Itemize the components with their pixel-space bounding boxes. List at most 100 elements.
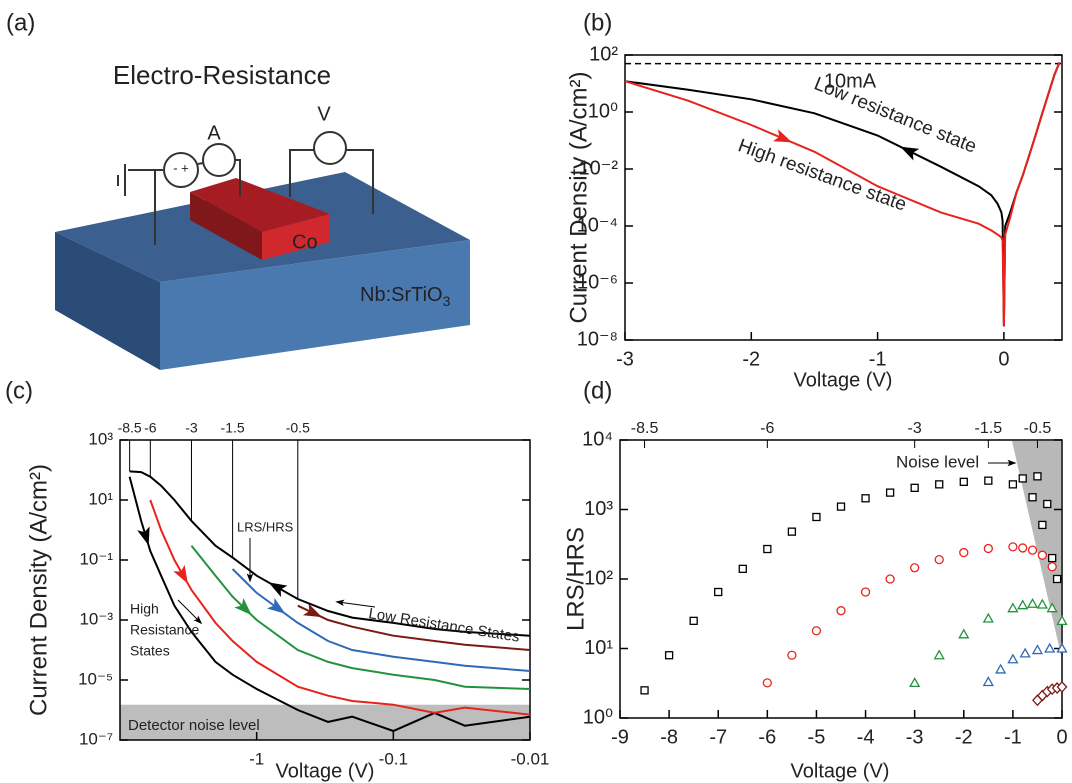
annotation: Noise level [896, 452, 979, 471]
arrow [137, 526, 150, 546]
marker [1018, 474, 1027, 483]
marker [959, 547, 969, 558]
marker [738, 564, 747, 573]
substrate-front [160, 240, 470, 370]
series-line [624, 62, 1061, 327]
marker [812, 512, 821, 522]
x-axis-title: Voltage (V) [791, 760, 890, 782]
arrow [266, 597, 286, 614]
arrow [234, 598, 252, 616]
marker [861, 494, 870, 503]
marker [1043, 499, 1052, 509]
marker [1046, 602, 1058, 613]
electrode-top [190, 178, 330, 232]
x-tick-label: -1 [249, 749, 264, 768]
substrate-subscript: 3 [443, 293, 451, 309]
marker [1056, 615, 1068, 625]
marker [1007, 602, 1019, 613]
marker [1018, 543, 1028, 553]
marker [885, 574, 895, 584]
y-axis-title: Current Density (A/cm²) [565, 71, 592, 323]
annotation: Detector noise level [128, 717, 260, 734]
marker [640, 686, 649, 695]
marker [836, 502, 846, 511]
arrow [772, 129, 793, 143]
series-line [297, 604, 531, 651]
x-tick-label: -4 [857, 726, 875, 748]
marker [1017, 599, 1029, 610]
y-tick-label: 10⁻⁷ [79, 729, 113, 748]
y-tick-label: 10² [584, 567, 613, 589]
marker [933, 649, 945, 660]
marker [762, 678, 772, 688]
pointer-line [337, 601, 376, 608]
wire [197, 162, 204, 165]
ammeter-label: A [207, 122, 221, 144]
marker [714, 587, 723, 597]
marker [909, 677, 921, 688]
y-tick-label: 10⁴ [582, 428, 613, 450]
y-tick-label: 10¹ [88, 489, 113, 508]
marker [811, 626, 822, 636]
marker [1056, 642, 1068, 653]
x-tick-label: -1 [1004, 726, 1022, 748]
source-symbol [163, 152, 199, 188]
x-tick-label: -2 [955, 726, 973, 748]
substrate-label: Nb:SrTiO3 [360, 284, 451, 308]
marker [664, 651, 674, 660]
marker [1007, 653, 1019, 664]
electrode-front [262, 214, 330, 260]
substrate-side [55, 232, 160, 370]
annotation: LRS/HRS [237, 519, 294, 534]
noise-band [120, 704, 530, 740]
top-tick-label: -1.5 [975, 420, 1003, 437]
marker [910, 483, 919, 492]
marker [983, 543, 993, 554]
y-tick-label: 10⁰ [583, 706, 613, 728]
wire [235, 159, 241, 196]
marker [1056, 680, 1068, 693]
substrate-text: Nb:SrTiO [360, 284, 443, 306]
annotation: States [130, 643, 170, 659]
y-tick-label: 10¹ [584, 637, 613, 659]
y-tick-label: 10⁻⁶ [577, 271, 618, 293]
marker [1028, 493, 1037, 502]
x-axis-title: Voltage (V) [276, 760, 375, 782]
series-line [190, 545, 531, 690]
marker [1052, 574, 1062, 584]
marker [1019, 647, 1031, 658]
x-tick-label: -8 [660, 726, 678, 748]
top-tick-label: -6 [760, 420, 774, 437]
marker [1037, 550, 1048, 560]
device-diagram: Electro-Resistance Co Nb:SrTiO3 - + A V [55, 60, 470, 370]
marker [958, 628, 970, 639]
marker [1008, 542, 1018, 552]
marker [982, 676, 994, 687]
annotation: High [130, 601, 159, 617]
marker [689, 616, 698, 625]
x-tick-label: -0.01 [511, 749, 550, 768]
annotation: 10mA [824, 70, 877, 92]
top-tick-label: -3 [908, 420, 922, 437]
marker [1048, 553, 1057, 563]
arrow [335, 599, 345, 607]
y-tick-label: 10⁰ [588, 100, 618, 122]
x-tick-label: 0 [998, 348, 1009, 370]
panel-label: (b) [583, 9, 612, 36]
arrow [268, 582, 288, 597]
arrow [173, 564, 188, 584]
marker [935, 480, 944, 489]
arrow [302, 603, 323, 618]
y-tick-label: 10³ [584, 498, 613, 520]
diagram-title: Electro-Resistance [113, 60, 331, 90]
arrow [193, 615, 203, 625]
marker [1026, 597, 1039, 608]
marker [1044, 642, 1056, 653]
marker [994, 663, 1007, 674]
marker [910, 563, 920, 573]
y-axis-title: Current Density (A/cm²) [25, 464, 52, 716]
panel-label: (c) [5, 377, 33, 404]
y-tick-label: 10⁻⁴ [577, 214, 618, 236]
x-tick-label: -2 [742, 348, 760, 370]
series-line [231, 568, 531, 672]
